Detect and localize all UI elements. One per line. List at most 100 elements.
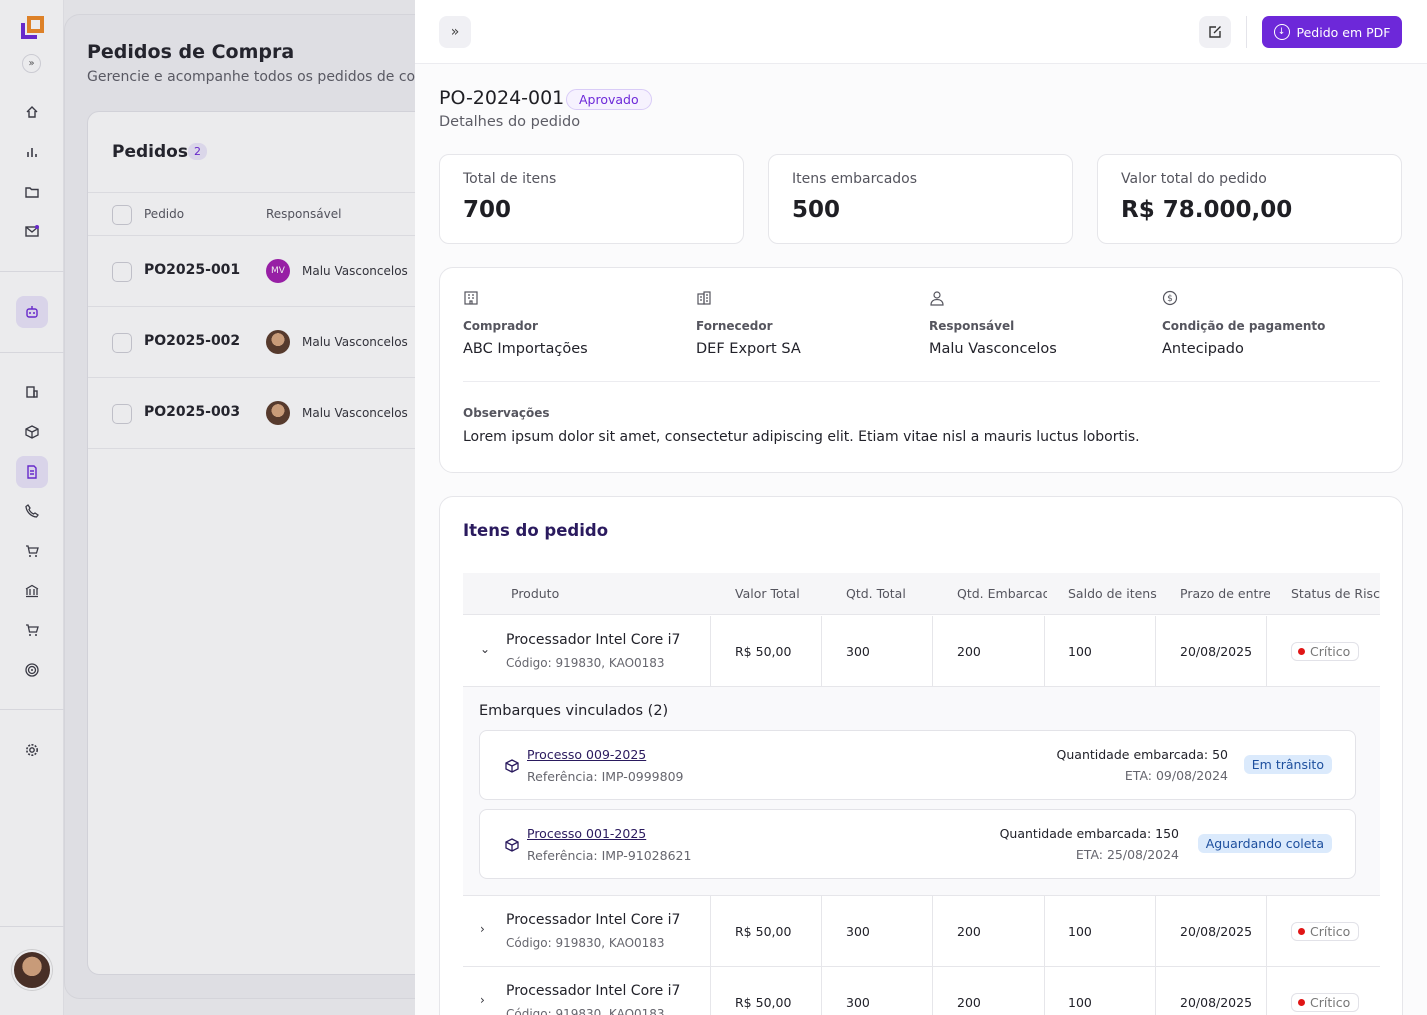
folder-icon[interactable] (16, 176, 48, 208)
pdf-button-label: Pedido em PDF (1296, 24, 1391, 40)
nav-divider (0, 926, 64, 927)
order-id: PO2025-001 (144, 262, 241, 278)
overlay-backdrop[interactable] (0, 0, 415, 1015)
product-name: Processador Intel Core i7 (506, 632, 681, 648)
building-icon[interactable] (16, 376, 48, 408)
toolbar-divider (1246, 16, 1247, 48)
robot-icon[interactable] (16, 296, 48, 328)
bank-icon[interactable] (16, 575, 48, 607)
order-detail-drawer: » ↓ Pedido em PDF PO-2024-001 Aprovado D… (415, 0, 1427, 1015)
phone-icon[interactable] (16, 495, 48, 527)
collapse-drawer-button[interactable]: » (439, 16, 471, 48)
product-code: Código: 919830, KAO0183 (506, 656, 665, 670)
product-name: Processador Intel Core i7 (506, 912, 681, 928)
download-icon: ↓ (1273, 24, 1290, 40)
column-saldo: Saldo de itens (1068, 586, 1157, 601)
shipped-quantity: Quantidade embarcada: 150 (999, 826, 1179, 841)
responsible-field: Responsável Malu Vasconcelos (929, 290, 1159, 357)
target-icon[interactable] (16, 654, 48, 686)
order-items-card: Itens do pedido Produto Valor Total Qtd.… (439, 496, 1403, 1015)
nav-rail: » (0, 0, 64, 1015)
risk-label: Crítico (1310, 924, 1351, 939)
column-qtd-total: Qtd. Total (846, 586, 906, 601)
row-checkbox[interactable] (112, 262, 132, 282)
edit-button[interactable] (1199, 16, 1231, 48)
pdf-button[interactable]: ↓ Pedido em PDF (1262, 16, 1402, 48)
expand-nav-button[interactable]: » (22, 54, 41, 73)
field-value: Antecipado (1162, 341, 1244, 357)
order-title: PO-2024-001 (439, 87, 565, 109)
chevron-right-icon[interactable]: › (480, 922, 485, 936)
supplier-field: Fornecedor DEF Export SA (696, 290, 926, 357)
cell-prazo: 20/08/2025 (1180, 644, 1253, 659)
stat-card-total-items: Total de itens 700 (439, 154, 744, 244)
cell-divider (1044, 896, 1045, 966)
cell-divider (1044, 967, 1045, 1015)
column-qtd-embarcada: Qtd. Embarcada (957, 586, 1047, 601)
home-icon[interactable] (16, 96, 48, 128)
order-row[interactable]: PO2025-002 Malu Vasconcelos (88, 307, 448, 378)
cart-alt-icon[interactable] (16, 614, 48, 646)
avatar (266, 330, 290, 354)
select-all-checkbox[interactable] (112, 205, 132, 225)
table-row[interactable]: ⌄ Processador Intel Core i7 Código: 9198… (463, 616, 1380, 687)
brand-logo (21, 16, 44, 39)
responsible-name: Malu Vasconcelos (302, 264, 408, 278)
shipment-eta: ETA: 09/08/2024 (1124, 768, 1228, 783)
cell-valor: R$ 50,00 (735, 995, 792, 1010)
shipment-card: Processo 001-2025 Referência: IMP-910286… (479, 809, 1356, 879)
chevron-down-icon[interactable]: ⌄ (480, 642, 491, 656)
avatar: MV (266, 259, 290, 283)
box-icon[interactable] (16, 416, 48, 448)
cell-prazo: 20/08/2025 (1180, 924, 1253, 939)
shipment-reference: Referência: IMP-91028621 (527, 848, 692, 863)
cell-valor: R$ 50,00 (735, 924, 792, 939)
buyer-field: Comprador ABC Importações (463, 290, 693, 357)
stat-label: Total de itens (463, 171, 557, 187)
table-row[interactable]: › Processador Intel Core i7 Código: 9198… (463, 967, 1380, 1015)
risk-dot (1298, 648, 1305, 655)
cell-divider (932, 896, 933, 966)
stat-card-order-value: Valor total do pedido R$ 78.000,00 (1097, 154, 1402, 244)
cell-qtd-total: 300 (846, 644, 870, 659)
cell-prazo: 20/08/2025 (1180, 995, 1253, 1010)
avatar (266, 401, 290, 425)
table-row[interactable]: › Processador Intel Core i7 Código: 9198… (463, 896, 1380, 967)
process-link[interactable]: Processo 001-2025 (527, 826, 647, 841)
chevron-right-icon[interactable]: › (480, 993, 485, 1007)
svg-text:$: $ (1167, 294, 1173, 304)
divider (463, 381, 1380, 382)
shipment-status-badge: Em trânsito (1243, 755, 1332, 774)
order-subtitle: Detalhes do pedido (439, 114, 581, 130)
process-link[interactable]: Processo 009-2025 (527, 747, 647, 762)
settings-icon[interactable] (16, 734, 48, 766)
cart-icon[interactable] (16, 535, 48, 567)
cell-divider (932, 967, 933, 1015)
document-icon[interactable] (16, 456, 48, 488)
building-icon (464, 291, 478, 305)
shipment-card: Processo 009-2025 Referência: IMP-099980… (479, 730, 1356, 800)
cell-divider (821, 896, 822, 966)
row-checkbox[interactable] (112, 404, 132, 424)
risk-label: Crítico (1310, 995, 1351, 1010)
cell-divider (932, 616, 933, 686)
box-icon (505, 759, 519, 773)
shipment-status-badge: Aguardando coleta (1197, 834, 1332, 853)
field-value: ABC Importações (463, 341, 588, 357)
user-avatar[interactable] (12, 950, 52, 990)
field-value: DEF Export SA (696, 341, 801, 357)
cell-divider (710, 616, 711, 686)
cell-divider (1155, 896, 1156, 966)
box-icon (505, 838, 519, 852)
drawer-toolbar: » ↓ Pedido em PDF (415, 0, 1427, 64)
payment-field: $ Condição de pagamento Antecipado (1162, 290, 1392, 357)
chart-icon[interactable] (16, 136, 48, 168)
cell-saldo: 100 (1068, 924, 1092, 939)
mail-icon[interactable] (16, 215, 48, 247)
order-row[interactable]: PO2025-001 MV Malu Vasconcelos (88, 236, 448, 307)
order-row[interactable]: PO2025-003 Malu Vasconcelos (88, 378, 448, 449)
cell-divider (1266, 616, 1267, 686)
row-checkbox[interactable] (112, 333, 132, 353)
cell-qtd-total: 300 (846, 995, 870, 1010)
nav-divider (0, 352, 64, 353)
